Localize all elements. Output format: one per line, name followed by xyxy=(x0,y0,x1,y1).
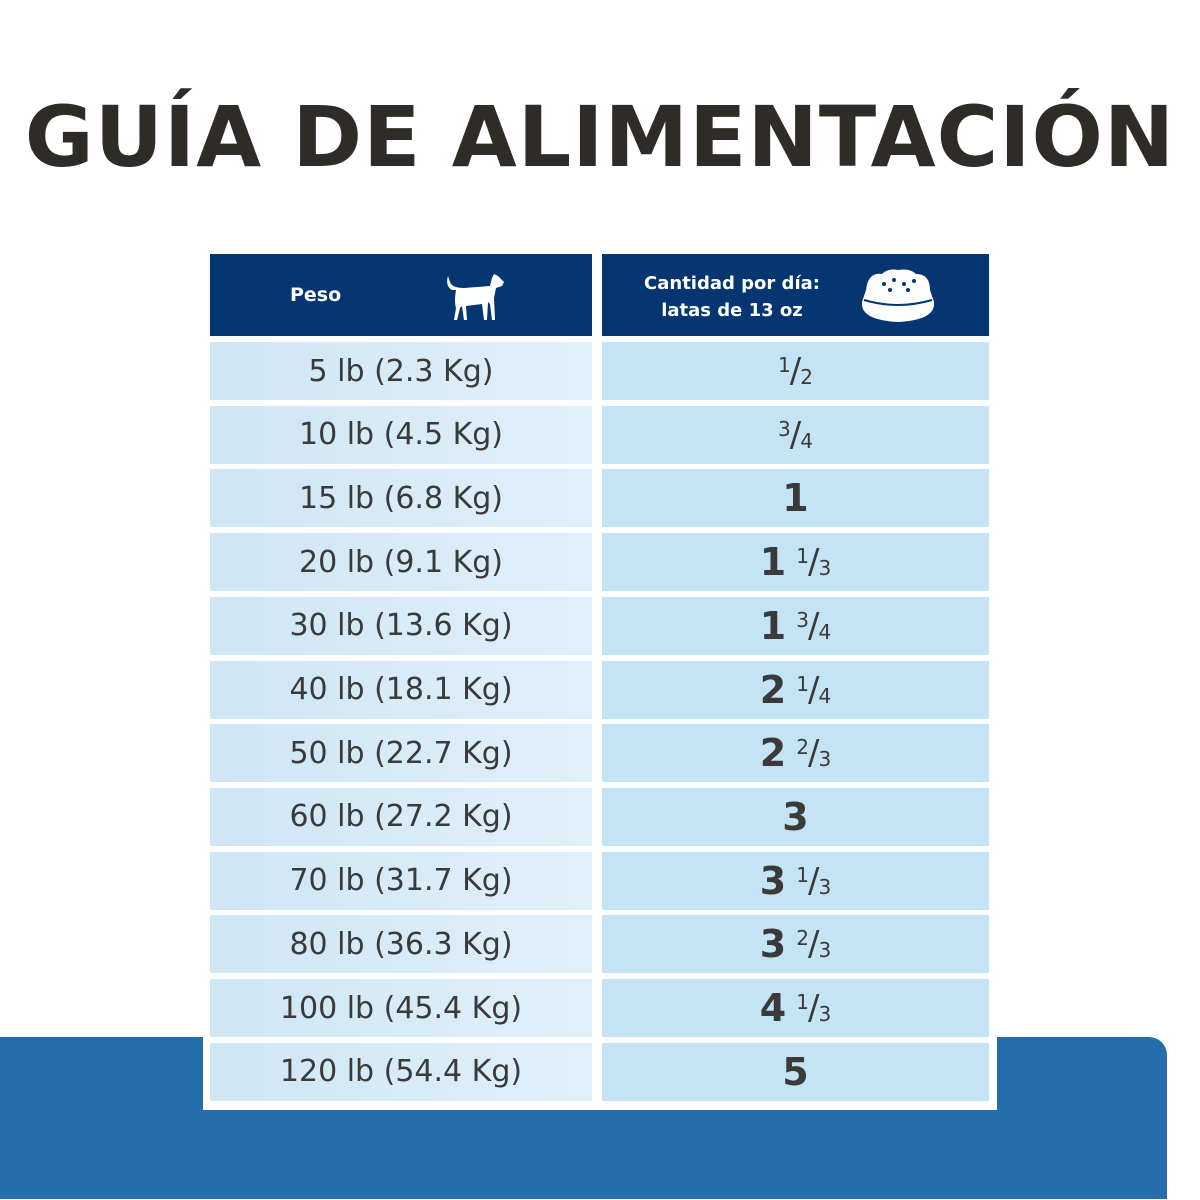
amount-whole: 5 xyxy=(782,1049,809,1094)
weight-cell: 100 lb (45.4 Kg) xyxy=(210,979,592,1037)
header-weight-label: Peso xyxy=(290,284,342,306)
header-amount-line1: Cantidad por día: xyxy=(644,273,820,294)
table-row: 30 lb (13.6 Kg) 1 3/4 xyxy=(210,596,989,655)
amount-cell: 3 2/3 xyxy=(602,915,989,974)
fraction-denominator: 3 xyxy=(818,556,832,581)
fraction-denominator: 3 xyxy=(818,747,832,772)
amount-fraction: 1/3 xyxy=(796,860,832,901)
fraction-numerator: 1 xyxy=(796,671,809,696)
table-row: 80 lb (36.3 Kg) 3 2/3 xyxy=(210,915,989,974)
food-bowl-icon xyxy=(861,269,935,322)
header-amount-line2: latas de 13 oz xyxy=(661,300,803,321)
fraction-numerator: 2 xyxy=(796,735,809,760)
amount-cell: 1/2 xyxy=(602,342,989,400)
fraction-denominator: 4 xyxy=(818,683,832,708)
table-row: 120 lb (54.4 Kg) 5 xyxy=(210,1042,989,1101)
amount-cell: 3 xyxy=(602,787,989,846)
fraction-denominator: 3 xyxy=(818,938,832,963)
table-row: 20 lb (9.1 Kg) 1 1/3 xyxy=(210,533,989,592)
amount-whole: 2 xyxy=(759,731,787,776)
fraction-numerator: 2 xyxy=(796,926,809,951)
weight-cell: 5 lb (2.3 Kg) xyxy=(210,342,592,400)
amount-cell: 5 xyxy=(602,1042,989,1101)
table-row: 15 lb (6.8 Kg) 1 xyxy=(210,469,989,528)
fraction-numerator: 1 xyxy=(796,862,809,887)
fraction-numerator: 1 xyxy=(796,544,809,569)
fraction-denominator: 4 xyxy=(800,428,813,453)
amount-fraction: 1/4 xyxy=(796,669,832,710)
weight-cell: 20 lb (9.1 Kg) xyxy=(210,533,592,592)
amount-cell: 3/4 xyxy=(602,405,989,464)
amount-whole: 4 xyxy=(759,986,787,1030)
table-row: 60 lb (27.2 Kg) 3 xyxy=(210,787,989,846)
fraction-numerator: 1 xyxy=(796,990,809,1014)
weight-cell: 50 lb (22.7 Kg) xyxy=(210,724,592,783)
feeding-table: Peso Cantidad por día: latas de 13 oz 5 … xyxy=(203,248,997,1110)
amount-fraction: 1/3 xyxy=(796,542,832,583)
amount-cell: 3 1/3 xyxy=(602,851,989,910)
amount-whole: 2 xyxy=(759,667,787,712)
weight-cell: 70 lb (31.7 Kg) xyxy=(210,851,592,910)
amount-whole: 3 xyxy=(759,858,787,903)
amount-cell: 2 1/4 xyxy=(602,660,989,719)
weight-cell: 30 lb (13.6 Kg) xyxy=(210,596,592,655)
amount-cell: 1 3/4 xyxy=(602,596,989,655)
amount-whole: 3 xyxy=(759,922,787,967)
amount-whole: 1 xyxy=(759,603,787,648)
amount-fraction: 3/4 xyxy=(778,414,813,455)
header-amount: Cantidad por día: latas de 13 oz xyxy=(602,254,989,336)
dog-icon xyxy=(447,274,504,320)
weight-cell: 15 lb (6.8 Kg) xyxy=(210,469,592,528)
weight-cell: 40 lb (18.1 Kg) xyxy=(210,660,592,719)
weight-cell: 120 lb (54.4 Kg) xyxy=(210,1042,592,1101)
header-weight: Peso xyxy=(210,254,592,336)
amount-cell: 1 xyxy=(602,469,989,528)
table-row: 70 lb (31.7 Kg) 3 1/3 xyxy=(210,851,989,910)
table-row: 50 lb (22.7 Kg) 2 2/3 xyxy=(210,724,989,783)
weight-cell: 80 lb (36.3 Kg) xyxy=(210,915,592,974)
amount-whole: 1 xyxy=(782,476,809,521)
amount-fraction: 3/4 xyxy=(796,605,832,646)
fraction-denominator: 4 xyxy=(818,619,832,644)
fraction-numerator: 1 xyxy=(778,353,791,377)
weight-cell: 10 lb (4.5 Kg) xyxy=(210,405,592,464)
fraction-denominator: 2 xyxy=(800,365,813,389)
amount-whole: 3 xyxy=(782,794,809,839)
table-row: 40 lb (18.1 Kg) 2 1/4 xyxy=(210,660,989,719)
amount-fraction: 2/3 xyxy=(796,733,832,774)
amount-cell: 4 1/3 xyxy=(602,979,989,1037)
table-row: 5 lb (2.3 Kg) 1/2 xyxy=(210,342,989,400)
amount-fraction: 2/3 xyxy=(796,924,832,965)
fraction-denominator: 3 xyxy=(818,874,832,899)
amount-cell: 1 1/3 xyxy=(602,533,989,592)
amount-fraction: 1/2 xyxy=(778,351,813,391)
fraction-numerator: 3 xyxy=(796,607,809,632)
table-row: 100 lb (45.4 Kg) 4 1/3 xyxy=(210,979,989,1037)
amount-cell: 2 2/3 xyxy=(602,724,989,783)
fraction-numerator: 3 xyxy=(778,416,791,441)
page-title: GUÍA DE ALIMENTACIÓN xyxy=(24,88,1176,186)
amount-whole: 1 xyxy=(759,540,787,585)
amount-fraction: 1/3 xyxy=(796,988,832,1028)
fraction-denominator: 3 xyxy=(818,1002,832,1026)
weight-cell: 60 lb (27.2 Kg) xyxy=(210,787,592,846)
table-row: 10 lb (4.5 Kg) 3/4 xyxy=(210,405,989,464)
